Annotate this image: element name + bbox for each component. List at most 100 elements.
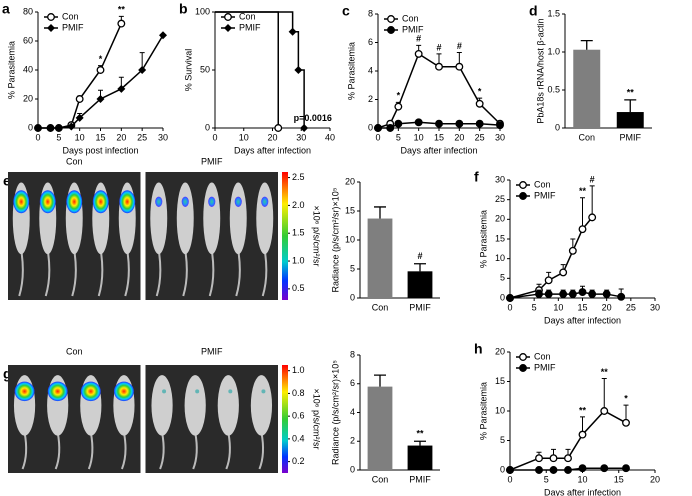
error-bar: [624, 99, 637, 113]
marker: [75, 95, 84, 103]
legend-label: Con: [239, 11, 256, 21]
y-tick-label: 100: [195, 6, 210, 16]
marker: [578, 464, 587, 473]
marker: [564, 466, 572, 474]
marker: [588, 213, 597, 222]
annotation: #: [590, 174, 595, 184]
legend-label: PMIF: [402, 24, 424, 34]
marker: [96, 66, 105, 74]
colorbar-tick-label: 0.5: [292, 283, 305, 293]
legend-marker: [519, 364, 527, 372]
y-axis-label: % Parasitemia: [346, 42, 356, 100]
marker: [414, 118, 423, 127]
x-axis-label: Days after infection: [544, 487, 621, 496]
signal: [155, 196, 163, 207]
mouse-tail: [261, 250, 268, 297]
y-tick-label: 8: [350, 349, 355, 359]
y-tick-label: 20: [495, 214, 505, 224]
x-tick-label: 0: [212, 132, 217, 142]
mouse-tail: [21, 432, 28, 470]
bar: [407, 271, 433, 298]
marker: [67, 122, 76, 131]
y-axis-label: Radiance (p/s/cm²/sr)×10⁵: [330, 187, 340, 292]
x-tick-label: 25: [626, 302, 636, 312]
signal: [234, 196, 242, 207]
signal: [114, 381, 134, 402]
marker: [496, 121, 504, 130]
x-tick-label: 5: [396, 132, 401, 142]
mouse-body: [250, 375, 273, 436]
mouse-tail: [54, 432, 61, 470]
y-tick-label: 0: [350, 292, 355, 302]
series-line: [38, 23, 123, 129]
annotation: *: [478, 86, 482, 96]
mouse-tail: [192, 432, 198, 470]
y-axis-label: PbA18s rRNA/host β-actin: [535, 18, 545, 123]
marker: [559, 290, 568, 299]
legend-marker: [387, 26, 395, 34]
panel-label: e: [3, 173, 11, 189]
mouse-tail: [124, 250, 130, 297]
annotation: **: [579, 405, 587, 415]
signal: [92, 190, 109, 214]
marker: [374, 124, 382, 132]
y-axis-label: Radiance (p/s/cm²/sr)×10⁵: [330, 360, 340, 465]
mouse-tail: [208, 250, 215, 297]
marker: [622, 464, 630, 473]
marker: [578, 430, 587, 439]
colorbar: [282, 365, 288, 473]
legend-label: PMIF: [534, 190, 556, 200]
mouse-tail: [159, 432, 165, 470]
marker: [435, 119, 443, 128]
mouse-body: [150, 182, 168, 255]
y-tick-label: 15: [345, 205, 355, 215]
bar: [616, 112, 644, 128]
marker: [506, 466, 514, 474]
x-tick-label: PMIF: [620, 132, 642, 142]
marker: [535, 290, 543, 299]
annotation: *: [99, 54, 103, 64]
y-tick-label: 60: [23, 35, 33, 45]
error-bar: [589, 185, 595, 218]
x-tick-label: 15: [577, 302, 587, 312]
marker: [568, 246, 577, 255]
error-bar: [414, 440, 426, 446]
legend-marker: [387, 15, 395, 23]
x-tick-label: Con: [578, 132, 595, 142]
legend-label: Con: [534, 179, 551, 189]
x-tick-label: 15: [434, 132, 444, 142]
marker: [535, 466, 543, 474]
signal: [181, 196, 189, 207]
y-tick-label: 50: [200, 64, 210, 74]
annotation: **: [601, 367, 609, 377]
legend-label: PMIF: [62, 22, 84, 32]
marker: [600, 407, 609, 415]
colorbar-tick-label: 1.0: [292, 255, 305, 265]
mouse-body: [184, 375, 206, 436]
x-tick-label: 40: [325, 132, 335, 142]
marker: [535, 454, 543, 463]
marker: [475, 99, 484, 108]
mouse-body: [176, 182, 194, 255]
y-tick-label: 0: [350, 464, 355, 474]
y-tick-label: 40: [23, 64, 33, 74]
marker: [117, 19, 126, 28]
group-label: Con: [66, 156, 83, 166]
annotation: #: [416, 34, 421, 44]
error-bar: [374, 374, 386, 387]
x-tick-label: 20: [454, 132, 464, 142]
x-tick-label: 10: [577, 474, 587, 484]
panel-label: a: [2, 1, 10, 17]
x-tick-label: 30: [650, 302, 660, 312]
y-tick-label: 15: [495, 376, 505, 386]
mouse-tail: [225, 432, 231, 470]
y-tick-label: 0: [555, 122, 560, 132]
annotation: **: [118, 5, 126, 15]
series-line: [215, 11, 305, 128]
y-tick-label: 0: [368, 122, 373, 132]
y-tick-label: 10: [345, 234, 355, 244]
annotation: *: [624, 393, 628, 403]
x-tick-label: PMIF: [409, 474, 431, 484]
x-tick-label: 30: [158, 132, 168, 142]
x-tick-label: 10: [75, 132, 85, 142]
